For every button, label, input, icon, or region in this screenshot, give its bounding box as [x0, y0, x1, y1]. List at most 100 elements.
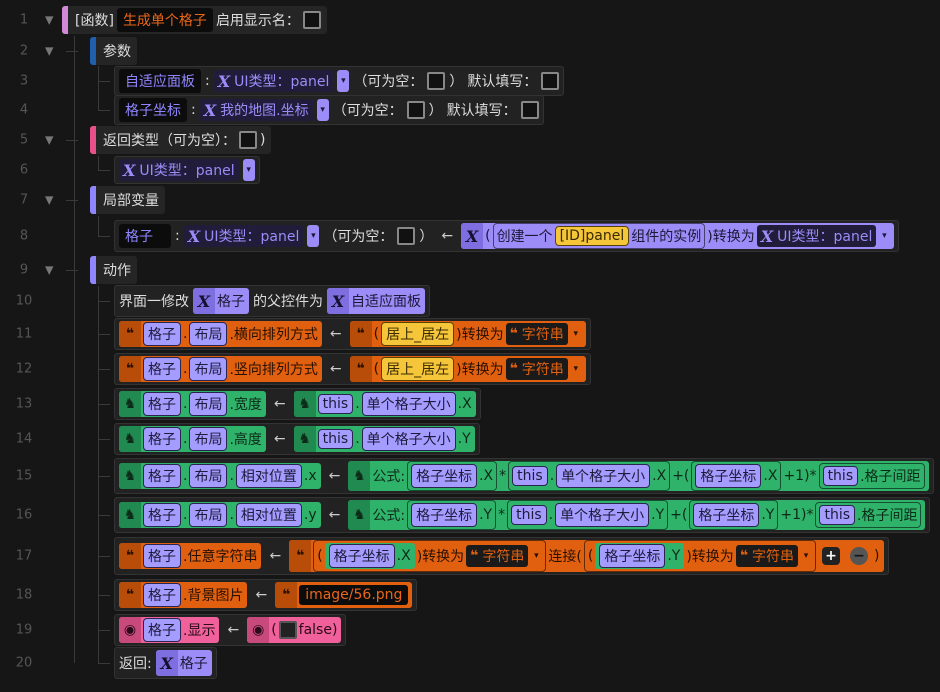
variable-chip[interactable]: 格子坐标: [411, 464, 478, 488]
type-selector[interactable]: X UI类型：panel: [119, 159, 239, 181]
statement-block[interactable]: ❝ 格子 .背景图片 ← ❝ image/56.png: [114, 579, 418, 611]
green-expression-block[interactable]: ♞ 公式: 格子坐标 .X * this. 单个格子大小 .X +(格子坐标 .X +1)* this…: [348, 461, 929, 491]
variable-chip[interactable]: 布局: [189, 322, 228, 346]
statement-block[interactable]: ♞ 格子. 布局 .宽度 ← ♞ this. 单个格子大小 .X: [114, 388, 481, 420]
expression-group[interactable]: 格子坐标 .Y: [689, 500, 779, 530]
section-header[interactable]: [函数] 生成单个格子 启用显示名：: [62, 6, 327, 34]
statement-block[interactable]: ❝ 格子. 布局 .竖向排列方式 ← ❝(居上_居左)转换为 ❝ 字符串 ▾: [114, 353, 591, 385]
type-selector[interactable]: X UI类型：panel: [756, 225, 877, 247]
expression-group[interactable]: this .格子间距: [815, 502, 922, 528]
type-selector[interactable]: ❝ 字符串: [505, 358, 568, 380]
checkbox[interactable]: [541, 72, 560, 90]
type-selector[interactable]: X UI类型：panel: [183, 225, 304, 247]
variable-chip[interactable]: 格子坐标: [411, 503, 478, 527]
type-selector[interactable]: ❝ 字符串: [505, 323, 568, 345]
statement-block[interactable]: ♞ 格子. 布局. 相对位置 .x ← ♞ 公式: 格子坐标 .X * this. 单个格子大小 .X +(…: [114, 458, 934, 494]
variable-chip[interactable]: this: [317, 394, 354, 414]
dropdown-chevron-icon[interactable]: ▾: [800, 545, 813, 567]
type-selector[interactable]: X UI类型：panel: [213, 70, 334, 92]
collapse-toggle-icon[interactable]: ▼: [45, 133, 54, 147]
expression-group[interactable]: (格子坐标 .X)转换为 ❝ 字符串 ▾: [313, 540, 547, 572]
green-expression-block[interactable]: ♞ 公式: 格子坐标 .Y * this. 单个格子大小 .Y +(格子坐标 .Y +1)* this…: [348, 500, 926, 530]
green-expression-block[interactable]: 格子坐标 .Y: [595, 543, 685, 569]
expression-group[interactable]: (格子坐标 .Y)转换为 ❝ 字符串 ▾: [583, 540, 817, 572]
collapse-toggle-icon[interactable]: ▼: [45, 13, 54, 27]
variable-chip[interactable]: 格子: [143, 544, 181, 568]
orange-expression-block[interactable]: ❝ 格子. 布局 .竖向排列方式: [119, 356, 322, 382]
name-input[interactable]: 自适应面板: [119, 69, 201, 93]
pink-expression-block[interactable]: ◉ 格子 .显示: [119, 617, 220, 643]
string-literal-chip[interactable]: 居上_居左: [381, 357, 455, 381]
statement-block[interactable]: 格子坐标: X 我的地图.坐标 ▾ （可为空：）默认填写：: [114, 95, 544, 125]
orange-expression-block[interactable]: ❝(居上_居左)转换为 ❝ 字符串 ▾: [349, 321, 586, 347]
purple-expression-block[interactable]: X 格子: [155, 650, 212, 676]
variable-chip[interactable]: 格子: [143, 503, 181, 527]
variable-chip[interactable]: 格子坐标: [328, 544, 395, 568]
statement-block[interactable]: ❝ 格子 .任意字符串 ← ❝(格子坐标 .X)转换为 ❝ 字符串 ▾ 连接((格子坐标 .Y)转换…: [114, 537, 889, 575]
variable-chip[interactable]: 格子: [143, 357, 181, 381]
purple-expression-block[interactable]: X 自适应面板: [327, 288, 425, 314]
variable-chip[interactable]: 单个格子大小: [361, 392, 456, 416]
type-selector[interactable]: X 我的地图.坐标: [199, 99, 313, 121]
variable-chip[interactable]: 格子: [143, 618, 181, 642]
variable-chip[interactable]: 格子: [143, 392, 181, 416]
variable-chip[interactable]: this: [819, 505, 856, 525]
variable-chip[interactable]: 格子坐标: [599, 544, 666, 568]
variable-chip[interactable]: 格子: [143, 427, 181, 451]
variable-chip[interactable]: 格子: [143, 583, 181, 607]
checkbox[interactable]: [406, 101, 425, 119]
section-header[interactable]: 返回类型（可为空）：): [90, 126, 272, 154]
expression-group[interactable]: this .格子间距: [818, 463, 925, 489]
collapse-toggle-icon[interactable]: ▼: [45, 263, 54, 277]
variable-chip[interactable]: 单个格子大小: [361, 427, 456, 451]
variable-chip[interactable]: 格子坐标: [693, 503, 760, 527]
checkbox[interactable]: [278, 621, 297, 639]
statement-block[interactable]: 返回: X 格子: [114, 647, 217, 679]
dropdown-chevron-icon[interactable]: ▾: [569, 358, 582, 380]
orange-expression-block[interactable]: ❝(居上_居左)转换为 ❝ 字符串 ▾: [349, 356, 586, 382]
variable-chip[interactable]: 单个格子大小: [555, 503, 650, 527]
checkbox[interactable]: [302, 11, 321, 29]
green-expression-block[interactable]: ♞ 格子. 布局. 相对位置 .x: [119, 463, 321, 489]
green-expression-block[interactable]: ♞ 格子. 布局 .宽度: [119, 391, 266, 417]
variable-chip[interactable]: this: [511, 505, 547, 525]
variable-chip[interactable]: 格子: [143, 322, 181, 346]
name-input[interactable]: 生成单个格子: [116, 8, 213, 32]
remove-argument-button[interactable]: −: [850, 547, 869, 565]
green-expression-block[interactable]: ♞ this. 单个格子大小 .Y: [293, 426, 475, 452]
checkbox[interactable]: [520, 101, 539, 119]
variable-chip[interactable]: 相对位置: [235, 464, 302, 488]
variable-chip[interactable]: 布局: [189, 392, 228, 416]
type-selector[interactable]: ❝ 字符串: [466, 545, 529, 567]
expression-group[interactable]: this. 单个格子大小 .X: [508, 461, 671, 491]
dropdown-chevron-icon[interactable]: ▾: [307, 225, 320, 247]
orange-expression-block[interactable]: ❝ 格子 .背景图片: [119, 582, 248, 608]
statement-block[interactable]: 界面一修改 X 格子 的父控件为 X 自适应面板: [114, 285, 430, 317]
orange-expression-block[interactable]: ❝ 格子 .任意字符串: [119, 543, 262, 569]
green-expression-block[interactable]: ♞ 格子. 布局. 相对位置 .y: [119, 502, 321, 528]
variable-chip[interactable]: 相对位置: [235, 503, 302, 527]
checkbox[interactable]: [397, 227, 416, 245]
statement-block[interactable]: 自适应面板: X UI类型：panel ▾ （可为空：）默认填写：: [114, 66, 565, 96]
statement-block[interactable]: X UI类型：panel ▾: [114, 156, 260, 184]
name-input[interactable]: image/56.png: [299, 585, 409, 605]
collapse-toggle-icon[interactable]: ▼: [45, 193, 54, 207]
variable-chip[interactable]: this: [317, 429, 354, 449]
expression-group[interactable]: this. 单个格子大小 .Y: [507, 500, 669, 530]
variable-chip[interactable]: 布局: [189, 357, 228, 381]
name-input[interactable]: 格子坐标: [119, 98, 187, 122]
expression-group[interactable]: 格子坐标 .X: [407, 461, 498, 491]
purple-expression-block[interactable]: X(创建一个 [ID]panel 组件的实例)转换为 X UI类型：panel ▾: [461, 223, 895, 249]
green-expression-block[interactable]: ♞ this. 单个格子大小 .X: [293, 391, 476, 417]
expression-group[interactable]: 格子坐标 .Y: [407, 500, 497, 530]
name-input[interactable]: 格子: [119, 224, 171, 248]
variable-chip[interactable]: 布局: [189, 464, 228, 488]
statement-block[interactable]: 格子: X UI类型：panel ▾ （可为空：） ← X(创建一个 [ID]panel 组件的…: [114, 220, 900, 252]
collapse-toggle-icon[interactable]: ▼: [45, 44, 54, 58]
statement-block[interactable]: ◉ 格子 .显示 ← ◉(false): [114, 614, 347, 646]
dropdown-chevron-icon[interactable]: ▾: [530, 545, 543, 567]
statement-block[interactable]: ♞ 格子. 布局 .高度 ← ♞ this. 单个格子大小 .Y: [114, 423, 480, 455]
variable-chip[interactable]: 格子坐标: [695, 464, 762, 488]
type-selector[interactable]: ❝ 字符串: [735, 545, 799, 567]
variable-chip[interactable]: 单个格子大小: [556, 464, 651, 488]
